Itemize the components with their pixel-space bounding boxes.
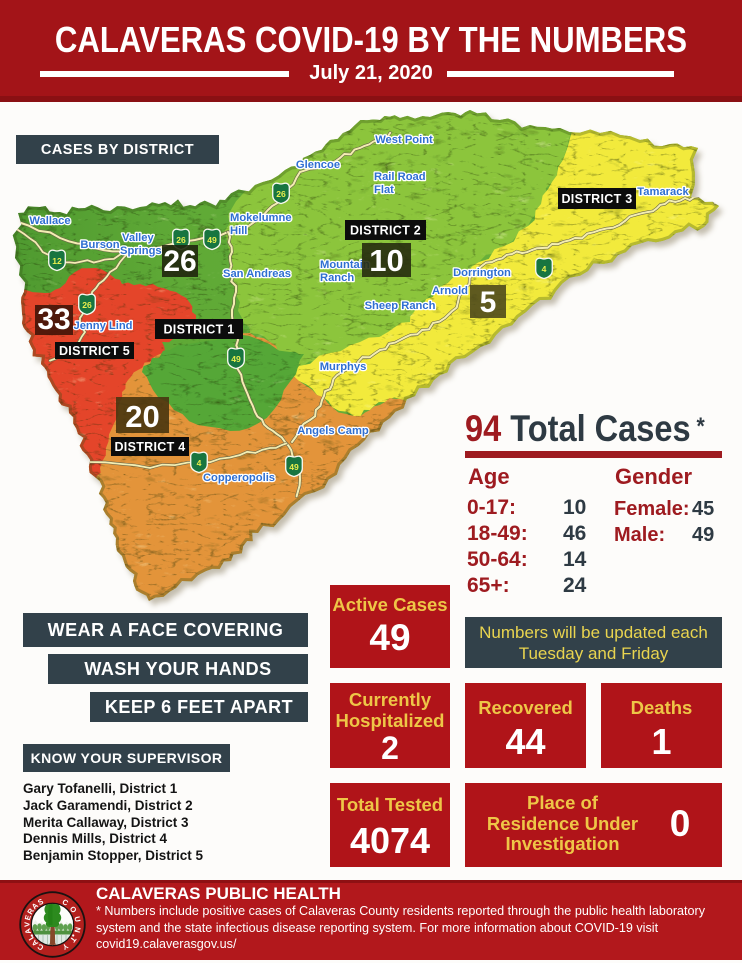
svg-text:4: 4 [197, 458, 202, 468]
svg-text:49: 49 [231, 354, 241, 364]
svg-text:Mokelumne: Mokelumne [230, 212, 292, 224]
svg-text:Ranch: Ranch [320, 272, 354, 284]
svg-text:Y: Y [61, 941, 70, 951]
svg-text:Murphys: Murphys [320, 361, 367, 373]
svg-text:Burson: Burson [80, 239, 119, 251]
svg-text:5: 5 [480, 286, 497, 319]
svg-text:Springs: Springs [120, 245, 162, 257]
svg-text:West Point: West Point [375, 134, 433, 146]
svg-text:Sheep Ranch: Sheep Ranch [365, 300, 436, 312]
svg-text:Wallace: Wallace [29, 215, 70, 227]
svg-text:O: O [68, 904, 79, 914]
svg-text:Mountain: Mountain [320, 259, 370, 271]
svg-text:T: T [68, 935, 78, 944]
svg-text:DISTRICT 3: DISTRICT 3 [561, 192, 632, 206]
svg-text:A: A [23, 927, 33, 935]
svg-text:4: 4 [542, 264, 547, 274]
svg-text:Hill: Hill [230, 225, 247, 237]
svg-text:A: A [30, 900, 41, 911]
svg-text:Tamarack: Tamarack [637, 186, 689, 198]
svg-text:26: 26 [163, 245, 196, 278]
svg-text:V: V [23, 921, 32, 927]
svg-text:49: 49 [289, 462, 299, 472]
svg-text:49: 49 [207, 235, 217, 245]
svg-text:12: 12 [52, 256, 62, 266]
svg-text:Valley: Valley [122, 232, 155, 244]
svg-text:Dorrington: Dorrington [453, 267, 511, 279]
svg-text:DISTRICT 5: DISTRICT 5 [59, 344, 130, 358]
svg-text:Jenny Lind: Jenny Lind [73, 320, 132, 332]
svg-text:N: N [72, 926, 82, 933]
svg-text:26: 26 [82, 300, 92, 310]
svg-text:Rail Road: Rail Road [374, 171, 426, 183]
svg-text:33: 33 [37, 303, 70, 336]
svg-text:San Andreas: San Andreas [223, 268, 291, 280]
svg-text:DISTRICT 1: DISTRICT 1 [163, 323, 234, 337]
svg-text:C: C [36, 942, 46, 953]
svg-text:DISTRICT 4: DISTRICT 4 [114, 440, 185, 454]
svg-text:Arnold: Arnold [432, 285, 468, 297]
svg-text:U: U [72, 916, 82, 924]
svg-text:E: E [23, 914, 33, 921]
svg-text:L: L [25, 933, 35, 942]
svg-text:26: 26 [176, 235, 186, 245]
svg-text:10: 10 [369, 243, 403, 278]
svg-text:A: A [29, 937, 40, 948]
svg-text:DISTRICT 2: DISTRICT 2 [350, 224, 421, 238]
svg-text:20: 20 [125, 399, 159, 434]
svg-text:Copperopolis: Copperopolis [203, 472, 275, 484]
svg-text:C: C [61, 897, 71, 908]
svg-text:Flat: Flat [374, 184, 394, 196]
svg-text:Angels Camp: Angels Camp [297, 425, 369, 437]
svg-text:R: R [25, 906, 36, 916]
svg-text:S: S [36, 897, 45, 907]
svg-text:26: 26 [276, 189, 286, 199]
svg-text:Glencoe: Glencoe [296, 159, 340, 171]
